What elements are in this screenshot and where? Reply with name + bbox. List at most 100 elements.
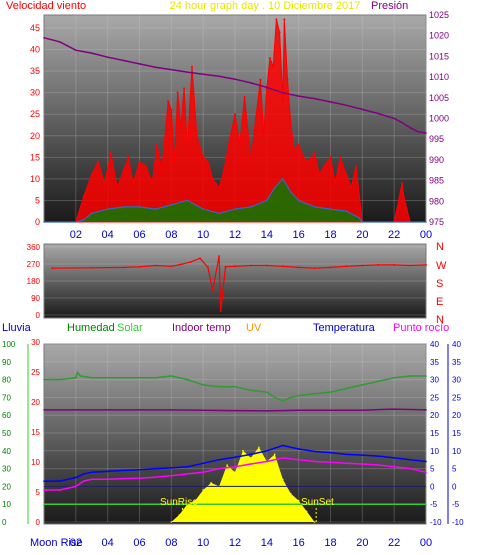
solar-point	[313, 521, 316, 523]
temperature-point	[425, 460, 427, 463]
temperature-point	[409, 458, 411, 461]
avg-wind-point	[250, 206, 252, 208]
avg-wind-point	[186, 199, 189, 202]
humidity-point	[170, 375, 173, 377]
solar-area	[171, 447, 315, 522]
direction-point	[377, 264, 380, 266]
temperature-tick-dup: 0	[452, 482, 457, 491]
dew-point-point	[361, 463, 364, 465]
solar-point	[178, 514, 181, 516]
wind-speed-tick: 15	[30, 152, 40, 162]
gust-point	[167, 100, 170, 103]
gust-point	[183, 87, 186, 90]
temperature-point	[170, 467, 173, 469]
humidity-point	[90, 377, 93, 379]
temperature-point	[75, 476, 77, 479]
wind-time-tick: 00	[420, 229, 432, 241]
humidity-tick: 40	[2, 447, 11, 456]
dew-point-point	[234, 466, 236, 468]
humidity-point	[234, 385, 236, 388]
pressure-point	[90, 52, 93, 54]
gust-point	[116, 186, 119, 189]
gust-point	[283, 18, 286, 21]
dew-point-point	[266, 460, 268, 463]
dew-point-point	[43, 489, 45, 491]
humidity-tick: 60	[2, 411, 11, 420]
gust-point	[249, 160, 252, 163]
dew-point-point	[345, 462, 348, 465]
avg-wind-point	[154, 208, 157, 210]
avg-wind-point	[425, 221, 427, 223]
direction-point	[138, 265, 141, 268]
gust-point	[402, 195, 405, 198]
temperature-tick: 5	[430, 465, 435, 474]
temperature-axis: -10 -10 -5 -5 0 0 5 5 10 10 15 15 20 20 25 25 30 30 35 35 40…	[430, 340, 464, 527]
solar-point	[242, 450, 244, 452]
wind-speed-tick: 10	[30, 174, 40, 184]
dew-point-point	[106, 478, 109, 481]
rain-tick: 20	[31, 398, 40, 407]
temperature-point	[345, 453, 348, 456]
avg-wind-point	[75, 221, 77, 223]
temperature-tick-dup: 40	[452, 340, 461, 349]
temp-time-tick: 16	[293, 537, 305, 549]
legend-humidity: Humedad	[67, 322, 115, 334]
pressure-tick: 975	[429, 217, 444, 227]
gust-point	[138, 160, 141, 163]
temp-time-tick: 18	[324, 537, 336, 549]
avg-wind-point	[82, 219, 85, 221]
pressure-point	[186, 71, 189, 73]
dew-point-point	[75, 485, 77, 488]
dew-point-point	[186, 473, 189, 475]
direction-point	[329, 266, 332, 269]
wind-series	[43, 18, 427, 223]
direction-point	[281, 265, 284, 268]
pressure-tick: 990	[429, 155, 444, 165]
temp-gridlines	[27, 343, 449, 524]
wind-speed-tick: 5	[35, 195, 40, 205]
avg-wind-point	[138, 206, 141, 208]
pressure-point	[218, 75, 220, 78]
legend-solar: Solar	[117, 322, 143, 334]
humidity-point	[425, 375, 427, 377]
gust-point	[275, 18, 278, 21]
gust-point	[345, 173, 348, 176]
direction-plot-area	[43, 243, 427, 319]
temperature-tick-dup: 25	[452, 393, 461, 402]
rain-tick: 25	[31, 368, 40, 377]
gust-point	[401, 182, 404, 185]
dew-point-point	[122, 477, 125, 480]
temperature-tick: 15	[430, 429, 439, 438]
gust-point	[243, 95, 246, 98]
gust-point	[354, 164, 357, 167]
gust-point	[222, 169, 225, 172]
wind-speed-axis: 0 5 10 15 20 25 30 35 40 45	[30, 23, 40, 227]
direction-axis: 0 90 180 270 360	[27, 243, 41, 320]
humidity-point	[122, 377, 125, 379]
pressure-point	[313, 97, 316, 100]
dew-point-point	[377, 464, 380, 466]
gust-point	[109, 152, 112, 154]
avg-wind-point	[345, 210, 348, 213]
dew-point-point	[393, 466, 395, 468]
humidity-point	[218, 385, 220, 388]
gust-point	[278, 31, 281, 34]
temperature-point	[281, 444, 284, 447]
sunset-label: SunSet	[301, 497, 334, 508]
temperature-tick-dup: 5	[452, 465, 457, 474]
compass-label: S	[436, 278, 443, 290]
direction-point	[234, 265, 236, 268]
temp-time-tick: 14	[261, 537, 273, 549]
pressure-point	[51, 39, 53, 41]
pressure-point	[345, 104, 348, 107]
solar-point	[281, 478, 284, 481]
direction-point	[122, 266, 125, 269]
pressure-point	[425, 132, 427, 134]
graph-title: 24 hour graph day . 10 Diciembre 2017	[170, 0, 361, 12]
gust-point	[127, 156, 130, 159]
humidity-point	[186, 378, 189, 381]
